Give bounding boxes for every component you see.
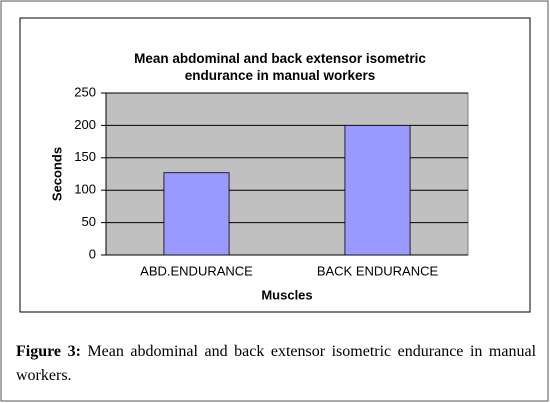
bar [163, 172, 230, 256]
y-tick-label: 250 [74, 84, 96, 99]
x-axis-label: Muscles [261, 287, 312, 302]
y-tick-label: 150 [74, 149, 96, 164]
caption-text: Mean abdominal and back extensor isometr… [16, 343, 537, 384]
plot-area [105, 92, 469, 256]
bar [344, 125, 411, 256]
x-tick-label: BACK ENDURANCE [317, 263, 439, 278]
y-tick-label: 50 [82, 214, 96, 229]
caption-label: Figure 3: [16, 343, 81, 360]
caption: Figure 3: Mean abdominal and back extens… [16, 340, 536, 388]
chart-title: Mean abdominal and back extensor isometr… [134, 51, 426, 83]
y-tick-label: 0 [89, 246, 96, 261]
y-tick-label: 200 [74, 117, 96, 132]
y-axis-label: Seconds [49, 147, 64, 201]
x-tick-label: ABD.ENDURANCE [140, 263, 253, 278]
y-tick-label: 100 [74, 182, 96, 197]
